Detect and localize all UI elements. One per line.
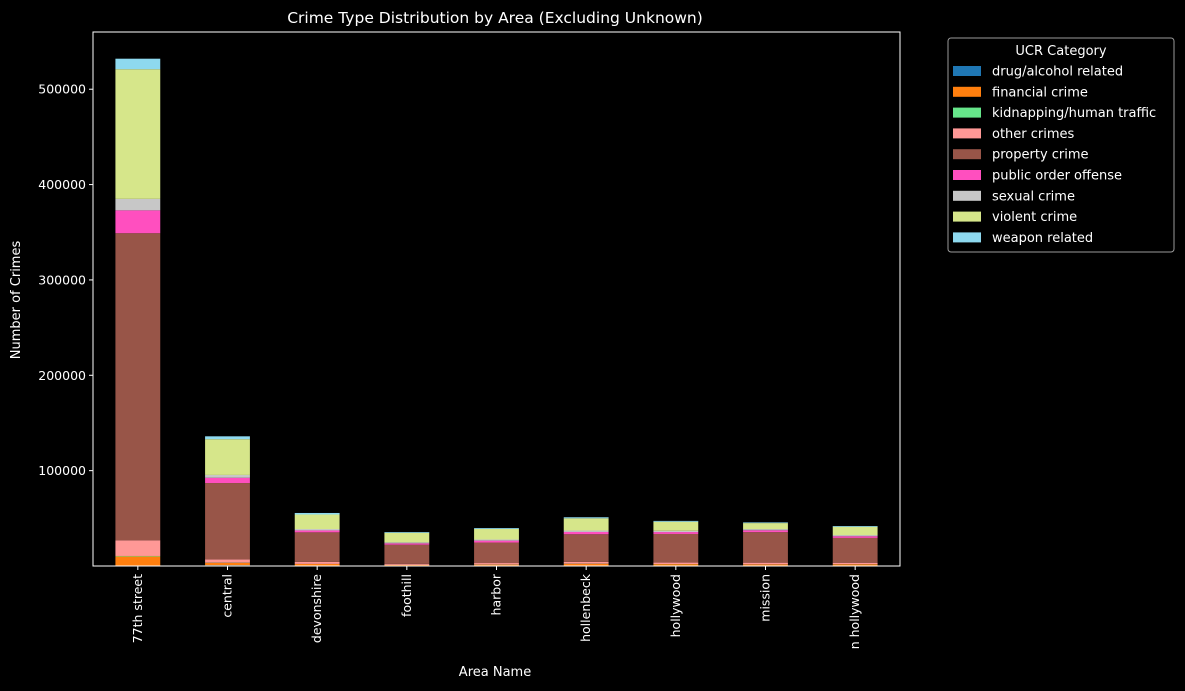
bar-segment-3-8 — [384, 532, 429, 533]
bar-segment-3-6 — [384, 542, 429, 543]
x-tick-label: foothill — [399, 574, 414, 617]
bar-segment-8-8 — [833, 526, 878, 527]
bar-segment-3-7 — [384, 533, 429, 543]
y-tick-label: 200000 — [38, 368, 86, 383]
bar-segment-0-3 — [115, 540, 160, 556]
bar-segment-5-8 — [564, 517, 609, 518]
bar-segment-8-1 — [833, 564, 878, 565]
bar-segment-6-3 — [653, 563, 698, 564]
bar-segment-1-1 — [205, 563, 250, 565]
bar-segment-5-4 — [564, 534, 609, 562]
bar-segment-0-5 — [115, 210, 160, 233]
legend-swatch — [953, 128, 981, 138]
x-tick-label: n hollywood — [847, 574, 862, 649]
legend-entry: kidnapping/human traffic — [992, 106, 1156, 121]
bar-segment-3-3 — [384, 564, 429, 565]
bar-segment-1-5 — [205, 478, 250, 483]
bar-segment-1-3 — [205, 559, 250, 562]
y-axis-label: Number of Crimes — [9, 241, 24, 360]
legend-swatch — [953, 212, 981, 222]
bar-segment-1-6 — [205, 475, 250, 478]
bar-segment-0-4 — [115, 233, 160, 540]
bar-segment-3-4 — [384, 545, 429, 564]
bar-segment-7-5 — [743, 530, 788, 532]
bar-segment-8-6 — [833, 535, 878, 536]
legend-entry: property crime — [992, 148, 1089, 163]
x-tick-label: 77th street — [130, 574, 145, 643]
bar-segment-7-3 — [743, 563, 788, 565]
legend-entry: violent crime — [992, 210, 1077, 225]
y-tick-label: 500000 — [38, 82, 86, 97]
legend-swatch — [953, 87, 981, 97]
bar-segment-8-5 — [833, 536, 878, 538]
bar-segment-0-8 — [115, 59, 160, 69]
bar-segment-5-5 — [564, 532, 609, 534]
x-tick-label: mission — [758, 574, 773, 622]
legend-swatch — [953, 232, 981, 242]
bar-segment-4-3 — [474, 563, 519, 564]
bar-segment-7-4 — [743, 532, 788, 563]
bar-segment-6-4 — [653, 534, 698, 563]
bar-segment-2-1 — [295, 564, 340, 566]
bar-segment-7-8 — [743, 522, 788, 523]
legend-entry: weapon related — [992, 231, 1093, 246]
x-tick-label: devonshire — [309, 574, 324, 643]
bar-segment-4-6 — [474, 539, 519, 540]
x-tick-label: harbor — [489, 573, 504, 615]
bar-segment-1-4 — [205, 483, 250, 559]
bar-segment-0-7 — [115, 69, 160, 199]
legend: UCR Category drug/alcohol related financi… — [948, 38, 1174, 252]
x-axis-label: Area Name — [459, 665, 531, 680]
bar-segment-8-7 — [833, 527, 878, 535]
bar-segment-6-8 — [653, 521, 698, 522]
bar-segment-2-7 — [295, 515, 340, 529]
bar-segment-7-7 — [743, 523, 788, 529]
bar-segment-5-7 — [564, 518, 609, 530]
legend-title: UCR Category — [1015, 44, 1106, 59]
bar-segment-4-8 — [474, 528, 519, 529]
x-tick-label: hollywood — [668, 574, 683, 637]
bar-segment-6-7 — [653, 522, 698, 531]
bar-segment-7-6 — [743, 529, 788, 530]
bar-segment-2-8 — [295, 513, 340, 515]
legend-entry: public order offense — [992, 169, 1122, 184]
bar-segment-5-3 — [564, 562, 609, 564]
bar-segment-8-4 — [833, 538, 878, 563]
legend-entry: drug/alcohol related — [992, 65, 1123, 80]
x-tick-label: hollenbeck — [578, 573, 593, 642]
legend-swatch — [953, 149, 981, 159]
bar-segment-4-5 — [474, 541, 519, 543]
legend-entry: sexual crime — [992, 189, 1075, 204]
y-tick-label: 100000 — [38, 463, 86, 478]
bar-segment-0-1 — [115, 556, 160, 565]
legend-swatch — [953, 108, 981, 118]
bar-segment-8-3 — [833, 563, 878, 564]
bar-segment-2-5 — [295, 530, 340, 532]
bar-segment-2-6 — [295, 529, 340, 530]
bar-segment-5-1 — [564, 564, 609, 566]
plot-area: 77th street central devonshire foothill harb… — [38, 32, 900, 649]
bar-segment-2-3 — [295, 562, 340, 564]
x-tick-label: central — [220, 574, 235, 618]
chart-title: Crime Type Distribution by Area (Excludi… — [287, 9, 703, 27]
bar-segment-4-7 — [474, 529, 519, 539]
y-tick-label: 300000 — [38, 272, 86, 287]
legend-swatch — [953, 170, 981, 180]
bar-segment-3-5 — [384, 543, 429, 544]
bar-segment-6-1 — [653, 564, 698, 566]
bar-segment-1-8 — [205, 436, 250, 439]
legend-entry: financial crime — [992, 85, 1088, 100]
bar-segment-5-6 — [564, 531, 609, 532]
y-tick-label: 400000 — [38, 177, 86, 192]
bar-segment-0-6 — [115, 199, 160, 210]
legend-entry: other crimes — [992, 127, 1075, 142]
bar-segment-4-4 — [474, 543, 519, 564]
bar-segment-6-5 — [653, 532, 698, 534]
legend-swatch — [953, 66, 981, 76]
legend-swatch — [953, 191, 981, 201]
bar-segment-6-6 — [653, 531, 698, 532]
bar-segment-1-7 — [205, 439, 250, 475]
bar-segment-2-4 — [295, 532, 340, 562]
